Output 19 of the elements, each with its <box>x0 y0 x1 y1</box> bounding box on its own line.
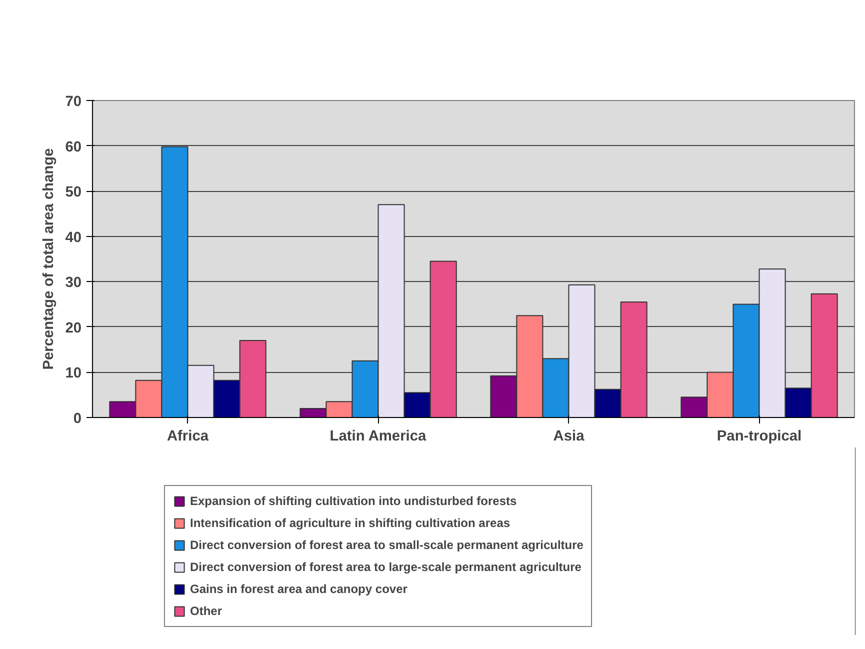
x-tick-label: Latin America <box>330 428 428 444</box>
legend-label: Direct conversion of forest area to small-scale permanent agriculture <box>190 538 584 552</box>
legend-label: Direct conversion of forest area to large-scale permanent agriculture <box>190 560 582 574</box>
legend-label: Expansion of shifting cultivation into undisturbed forests <box>190 494 517 508</box>
y-axis-title: Percentage of total area change <box>41 148 58 370</box>
x-tick-label: Africa <box>166 428 210 444</box>
y-tick-label: 10 <box>65 366 82 382</box>
x-tick-label: Pan-tropical <box>716 428 802 444</box>
y-tick-label: 0 <box>73 411 82 427</box>
y-tick-label: 50 <box>65 184 82 201</box>
y-tick-label: 60 <box>65 139 82 156</box>
legend-label: Other <box>190 604 222 618</box>
legend-label: Intensification of agriculture in shifting cultivation areas <box>190 516 510 530</box>
y-tick-label: 20 <box>65 320 82 336</box>
y-tick-label: 30 <box>65 275 82 292</box>
y-tick-label: 70 <box>65 94 82 110</box>
legend-label: Gains in forest area and canopy cover <box>190 582 408 596</box>
x-tick-label: Asia <box>553 428 586 444</box>
y-tick-label: 40 <box>65 230 82 246</box>
